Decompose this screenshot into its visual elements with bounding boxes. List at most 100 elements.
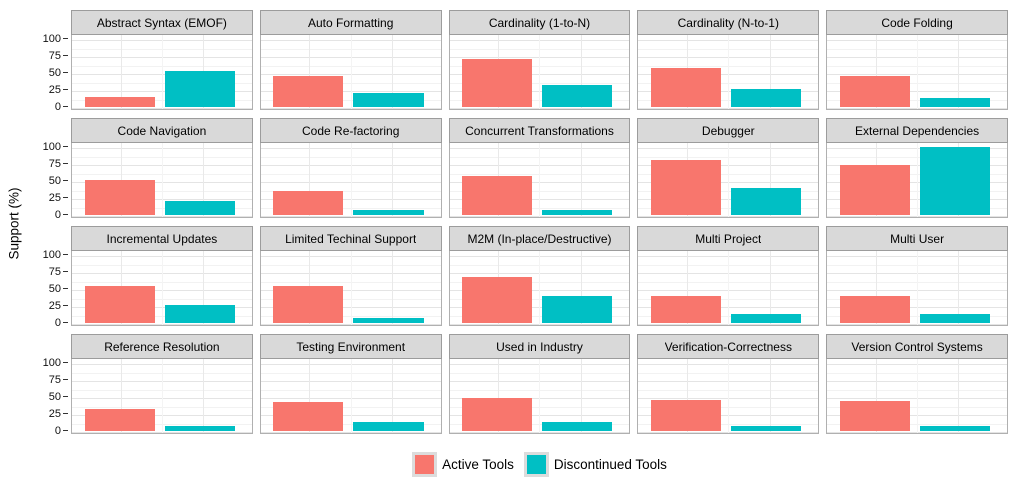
gridline-vertical xyxy=(203,143,205,217)
facet-strip: Incremental Updates xyxy=(71,226,253,251)
gridline-vertical xyxy=(580,143,582,217)
y-tick-mark xyxy=(63,379,68,380)
facet-title: Code Re-factoring xyxy=(302,123,400,138)
bar-active-tools xyxy=(650,399,722,431)
bar-active-tools xyxy=(84,96,155,107)
gridline-vertical xyxy=(958,359,960,433)
facet-plot-area xyxy=(71,251,253,326)
y-tick-label: 100 xyxy=(42,33,61,45)
facet-plot-area xyxy=(71,35,253,110)
facet-plot-area xyxy=(826,143,1008,218)
facet-title: Debugger xyxy=(701,123,755,138)
y-tick-label: 25 xyxy=(48,408,61,420)
gridline-vertical xyxy=(350,143,352,217)
bar-discontinued-tools xyxy=(542,295,613,323)
y-tick-label: 0 xyxy=(54,317,61,329)
y-tick-mark xyxy=(63,430,68,431)
gridline-vertical xyxy=(875,251,877,325)
y-tick-mark xyxy=(63,413,68,414)
bar-discontinued-tools xyxy=(164,201,235,215)
facet-strip: Code Folding xyxy=(826,10,1008,35)
facet-strip: Verification-Correctness xyxy=(637,334,820,359)
gridline-vertical xyxy=(392,251,394,325)
bar-active-tools xyxy=(84,409,155,431)
legend-color-swatch xyxy=(523,451,549,477)
facet-title: External Dependencies xyxy=(855,123,980,138)
legend-label: Active Tools xyxy=(442,456,514,472)
gridline-vertical xyxy=(161,251,163,325)
y-tick-mark xyxy=(63,288,68,289)
y-tick-label: 0 xyxy=(54,425,61,437)
bar-discontinued-tools xyxy=(730,88,802,107)
y-tick-label: 0 xyxy=(54,209,61,221)
y-tick-label: 100 xyxy=(42,357,61,369)
y-tick-mark xyxy=(63,214,68,215)
gridline-vertical xyxy=(498,359,500,433)
y-axis: 0 25 50 75 100 xyxy=(0,334,71,437)
gridline-vertical xyxy=(686,251,688,325)
facet-strip: Code Re-factoring xyxy=(259,118,442,143)
facet-panel: M2M (In-place/Destructive) xyxy=(448,226,631,326)
gridline-vertical xyxy=(203,359,205,433)
bar-active-tools xyxy=(839,401,910,431)
facet-title: Abstract Syntax (EMOF) xyxy=(96,15,227,30)
bar-active-tools xyxy=(839,296,910,323)
facet-panel: Code Folding xyxy=(826,10,1008,110)
y-tick-label: 25 xyxy=(48,192,61,204)
facet-title: Incremental Updates xyxy=(106,231,218,246)
facet-strip: Cardinality (N-to-1) xyxy=(637,10,820,35)
facet-title: Testing Environment xyxy=(296,339,406,354)
gridline-vertical xyxy=(539,35,541,109)
bar-discontinued-tools xyxy=(919,147,990,215)
gridline-vertical xyxy=(917,35,919,109)
facet-panel: Cardinality (N-to-1) xyxy=(637,10,820,110)
facet-plot-area xyxy=(448,251,631,326)
gridline-vertical xyxy=(392,35,394,109)
legend-label: Discontinued Tools xyxy=(553,456,667,472)
gridline-vertical xyxy=(769,251,771,325)
gridline-vertical xyxy=(120,35,122,109)
gridline-vertical xyxy=(309,143,311,217)
y-tick-label: 75 xyxy=(48,374,61,386)
y-tick-label: 75 xyxy=(48,158,61,170)
facet-strip: Used in Industry xyxy=(448,334,631,359)
gridline-vertical xyxy=(917,359,919,433)
y-tick-mark xyxy=(63,106,68,107)
bar-active-tools xyxy=(462,175,533,215)
bar-discontinued-tools xyxy=(919,426,990,431)
gridline-vertical xyxy=(958,251,960,325)
bar-active-tools xyxy=(839,165,910,215)
facet-plot-area xyxy=(637,35,820,110)
y-tick-mark xyxy=(63,89,68,90)
y-tick-mark xyxy=(63,38,68,39)
y-tick-label: 25 xyxy=(48,300,61,312)
y-tick-label: 0 xyxy=(54,101,61,113)
facet-strip: Multi Project xyxy=(637,226,820,251)
facet-strip: Concurrent Transformations xyxy=(448,118,631,143)
y-tick-label: 100 xyxy=(42,249,61,261)
y-axis: 0 25 50 75 100 xyxy=(0,118,71,221)
legend-item: Discontinued Tools xyxy=(523,451,667,477)
facet-strip: Limited Techinal Support xyxy=(259,226,442,251)
bar-active-tools xyxy=(462,59,533,107)
gridline-vertical xyxy=(580,359,582,433)
facet-strip: Debugger xyxy=(637,118,820,143)
facet-panel: Testing Environment xyxy=(259,334,442,434)
gridline-vertical xyxy=(728,359,730,433)
bar-discontinued-tools xyxy=(730,426,802,431)
facet-panel: Incremental Updates xyxy=(71,226,253,326)
bar-discontinued-tools xyxy=(730,314,802,323)
facet-panel: Code Navigation xyxy=(71,118,253,218)
gridline-vertical xyxy=(728,251,730,325)
gridline-vertical xyxy=(350,359,352,433)
facet-panel: Limited Techinal Support xyxy=(259,226,442,326)
facet-title: Code Folding xyxy=(881,15,953,30)
facet-panel: Multi Project xyxy=(637,226,820,326)
gridline-vertical xyxy=(917,143,919,217)
bar-discontinued-tools xyxy=(919,314,990,323)
bar-discontinued-tools xyxy=(164,304,235,323)
bar-discontinued-tools xyxy=(542,84,613,107)
gridline-vertical xyxy=(161,359,163,433)
gridline-vertical xyxy=(958,35,960,109)
bar-active-tools xyxy=(273,191,344,215)
